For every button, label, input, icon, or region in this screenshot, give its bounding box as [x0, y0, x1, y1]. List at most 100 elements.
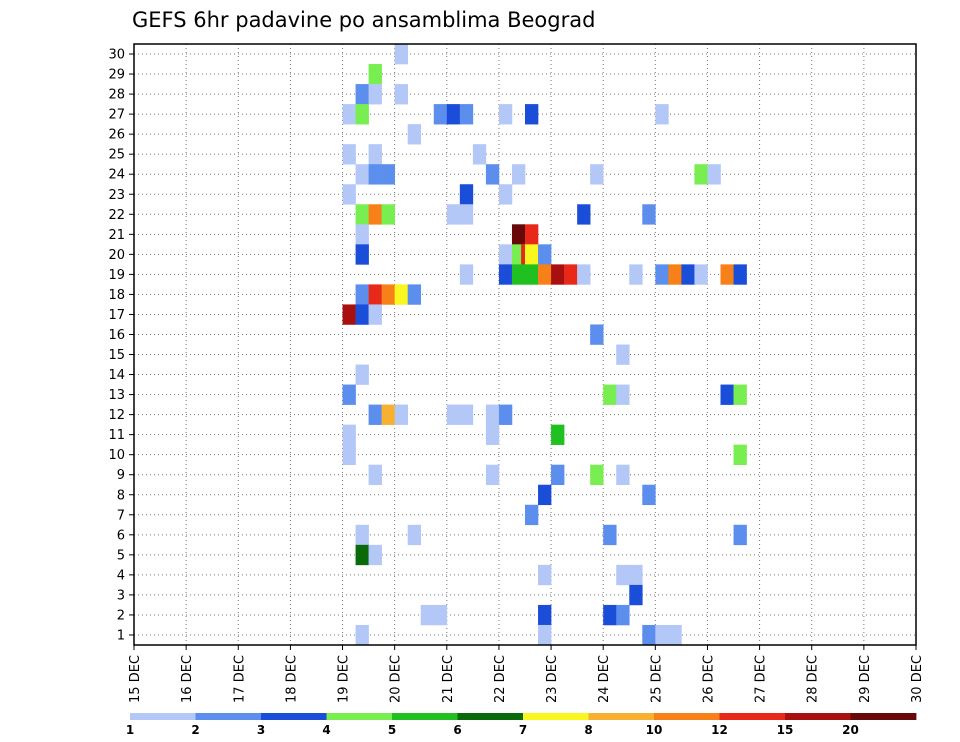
y-tick-label: 7	[117, 508, 125, 523]
y-tick-label: 25	[108, 148, 125, 163]
heatmap-cell	[446, 204, 461, 225]
heatmap-cell	[368, 204, 382, 225]
colorbar-swatch	[850, 713, 917, 720]
y-tick-label: 23	[108, 188, 125, 203]
heatmap-cell	[668, 624, 682, 646]
heatmap-cell	[381, 204, 395, 225]
heatmap-cell	[616, 564, 630, 586]
colorbar-label: 5	[388, 723, 396, 737]
x-tick-label: 19 DEC	[337, 655, 352, 703]
gridlines	[133, 44, 917, 645]
heatmap-cell	[525, 504, 539, 526]
heatmap-cell	[381, 284, 395, 305]
heatmap-cell	[498, 104, 513, 125]
heatmap-cell	[590, 324, 604, 345]
heatmap-cell	[446, 104, 461, 125]
colorbar-swatch	[588, 713, 655, 720]
y-tick-label: 2	[117, 608, 125, 623]
y-tick-label: 4	[117, 568, 125, 583]
heatmap-cell	[655, 624, 669, 646]
x-tick-label: 15 DEC	[128, 655, 143, 703]
y-tick-label: 19	[108, 268, 125, 283]
heatmap-cell	[355, 84, 369, 105]
heatmap-cell	[498, 244, 513, 265]
heatmap-cell	[355, 224, 369, 245]
heatmap-cell	[511, 164, 526, 185]
y-tick-label: 16	[108, 328, 125, 343]
heatmap-cell	[733, 384, 747, 405]
heatmap-cell	[485, 464, 500, 486]
heatmap-cell	[342, 384, 356, 405]
heatmap-cell	[525, 244, 539, 265]
heatmap-cell	[525, 224, 539, 245]
heatmap-cell	[603, 384, 617, 405]
heatmap-cell	[394, 44, 408, 65]
heatmap-cell	[707, 164, 721, 185]
heatmap-cell	[668, 264, 682, 285]
heatmap-cell	[616, 344, 630, 365]
y-tick-label: 29	[108, 68, 125, 83]
colorbar-label: 4	[322, 723, 330, 737]
y-tick-label: 6	[117, 528, 125, 543]
heatmap-cell	[459, 404, 474, 425]
x-tick-label: 22 DEC	[493, 655, 508, 703]
heatmap-cell	[538, 244, 552, 265]
x-tick-label: 28 DEC	[806, 655, 821, 703]
heatmap-cell	[407, 124, 422, 145]
heatmap-cell	[355, 104, 369, 125]
heatmap-cell	[342, 104, 356, 125]
colorbar-swatch	[523, 713, 589, 720]
x-tick-label: 16 DEC	[180, 655, 195, 703]
colorbar-swatch	[261, 713, 327, 720]
y-tick-label: 3	[117, 588, 125, 603]
heatmap-cell	[694, 264, 708, 285]
x-tick-label: 25 DEC	[649, 655, 664, 703]
heatmap-cell	[407, 284, 422, 305]
y-tick-label: 9	[117, 468, 125, 483]
heatmap-cell	[603, 524, 617, 546]
heatmap-cell	[485, 164, 500, 185]
heatmap-cell	[433, 604, 448, 626]
heatmap-cell	[538, 604, 552, 626]
y-tick-label: 12	[108, 408, 125, 423]
colorbar-label: 20	[842, 723, 859, 737]
colorbar-label: 12	[711, 723, 728, 737]
heatmap-cell	[355, 304, 369, 325]
colorbar-label: 10	[646, 723, 663, 737]
y-tick-label: 30	[108, 48, 125, 63]
heatmap-cell	[577, 204, 591, 225]
colorbar-label: 3	[257, 723, 265, 737]
heatmap-cell	[577, 264, 591, 285]
heatmap-cell	[642, 204, 656, 225]
heatmap-cell	[342, 304, 356, 325]
x-axis: 15 DEC 16 DEC 17 DEC 18 DEC 19 DEC 20 DEC 21 D…	[128, 645, 925, 703]
heatmap-cell	[511, 264, 526, 285]
heatmap-cell	[616, 384, 630, 405]
y-tick-label: 10	[108, 448, 125, 463]
heatmap-cell	[355, 364, 369, 385]
colorbar-swatch	[719, 713, 786, 720]
heatmap-cell	[694, 164, 708, 185]
y-tick-label: 24	[108, 168, 125, 183]
heatmap-cell	[538, 564, 552, 586]
heatmap-cell	[407, 524, 422, 546]
y-tick-label: 21	[108, 228, 125, 243]
x-tick-label: 29 DEC	[858, 655, 873, 703]
heatmap-cell	[511, 224, 526, 245]
heatmap-cell	[720, 264, 734, 285]
colorbar-legend: 1 2 3 4 5 6 7 8 10 12 15 20	[126, 713, 917, 737]
heatmap-cell	[394, 284, 408, 305]
heatmap-cell	[655, 104, 669, 125]
heatmap-cell	[368, 544, 382, 566]
heatmap-cell	[733, 444, 747, 465]
heatmap-cell	[446, 404, 461, 425]
heatmap-cell	[616, 604, 630, 626]
heatmap-cell	[485, 424, 500, 445]
heatmap-cell	[355, 624, 369, 646]
x-tick-label: 20 DEC	[389, 655, 404, 703]
heatmap-cell	[459, 264, 474, 285]
heatmap-cell	[472, 144, 487, 165]
x-tick-label: 26 DEC	[701, 655, 716, 703]
heatmap-cell	[629, 264, 643, 285]
heatmap-cell	[368, 404, 382, 425]
